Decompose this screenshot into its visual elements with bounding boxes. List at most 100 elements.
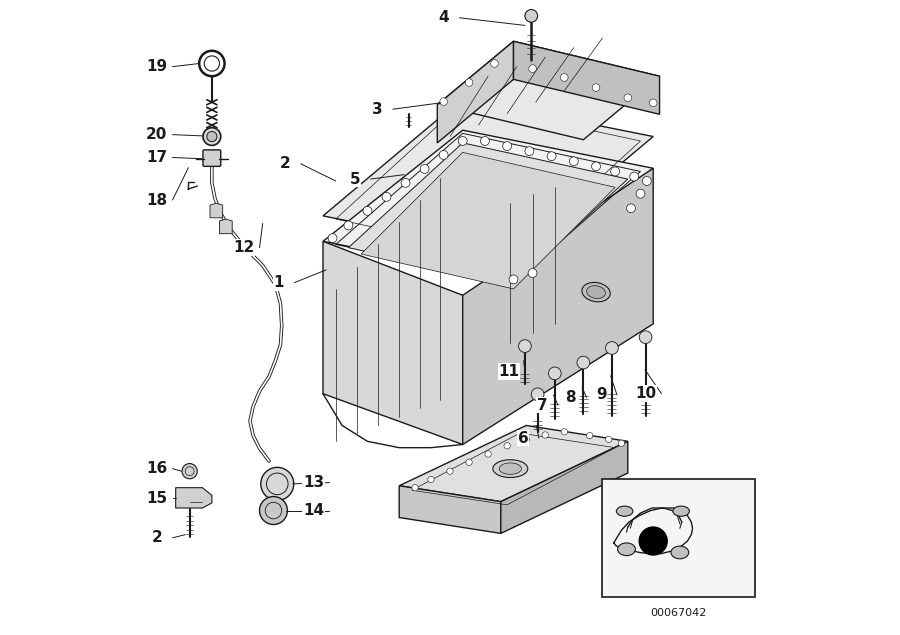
Circle shape (207, 131, 217, 142)
Polygon shape (437, 41, 660, 140)
Circle shape (643, 177, 652, 185)
Text: 7: 7 (536, 398, 547, 413)
Circle shape (547, 152, 556, 161)
Circle shape (531, 388, 544, 401)
Circle shape (528, 65, 536, 72)
Text: 6: 6 (518, 431, 528, 446)
Circle shape (570, 157, 579, 166)
Polygon shape (176, 488, 211, 508)
Ellipse shape (493, 460, 527, 478)
Polygon shape (463, 168, 653, 444)
Ellipse shape (671, 546, 688, 559)
Circle shape (592, 84, 600, 91)
Circle shape (363, 206, 372, 215)
Circle shape (591, 162, 600, 171)
Circle shape (618, 440, 625, 446)
Circle shape (525, 10, 537, 22)
Circle shape (503, 142, 511, 150)
Ellipse shape (587, 286, 606, 298)
Circle shape (509, 275, 518, 284)
Circle shape (561, 429, 568, 435)
Ellipse shape (582, 283, 610, 302)
Text: 17: 17 (146, 150, 167, 165)
Text: 10: 10 (635, 386, 656, 401)
Circle shape (259, 497, 287, 525)
Circle shape (528, 269, 537, 277)
Ellipse shape (617, 543, 635, 556)
Text: 9: 9 (596, 387, 607, 403)
Circle shape (182, 464, 197, 479)
Circle shape (587, 432, 593, 439)
Text: 2: 2 (280, 156, 291, 171)
Circle shape (446, 468, 454, 474)
Text: 16: 16 (146, 461, 167, 476)
Circle shape (382, 192, 391, 201)
Polygon shape (323, 98, 653, 254)
Circle shape (624, 94, 632, 102)
Polygon shape (348, 143, 628, 284)
Circle shape (542, 432, 548, 438)
Polygon shape (437, 41, 514, 143)
Ellipse shape (673, 506, 689, 516)
Circle shape (491, 60, 499, 67)
Circle shape (548, 367, 561, 380)
Text: 2: 2 (151, 530, 162, 545)
Circle shape (458, 137, 467, 145)
Circle shape (606, 342, 618, 354)
Circle shape (420, 164, 429, 173)
Text: 19: 19 (146, 59, 167, 74)
Bar (602, 479, 755, 597)
Text: 8: 8 (565, 390, 576, 405)
Circle shape (439, 150, 448, 159)
Circle shape (504, 443, 510, 449)
Circle shape (630, 172, 639, 181)
Text: 18: 18 (146, 192, 167, 208)
Text: 12: 12 (233, 240, 254, 255)
Circle shape (523, 436, 529, 443)
Polygon shape (210, 203, 222, 218)
Text: 5: 5 (349, 171, 360, 187)
Polygon shape (361, 152, 615, 289)
Circle shape (606, 436, 612, 443)
Circle shape (485, 451, 491, 457)
Circle shape (428, 476, 434, 483)
Polygon shape (323, 130, 653, 279)
Circle shape (440, 98, 447, 105)
Circle shape (481, 137, 490, 145)
Text: 14: 14 (303, 503, 324, 518)
Text: 1: 1 (274, 275, 284, 290)
FancyBboxPatch shape (203, 150, 220, 166)
Circle shape (525, 147, 534, 156)
Text: 4: 4 (438, 10, 449, 25)
Circle shape (261, 467, 293, 500)
Polygon shape (323, 241, 463, 444)
Polygon shape (514, 41, 660, 114)
Text: 15: 15 (146, 491, 167, 506)
Circle shape (466, 459, 472, 465)
Circle shape (203, 128, 220, 145)
Circle shape (636, 189, 645, 198)
Text: 11: 11 (499, 364, 519, 379)
Circle shape (639, 527, 667, 555)
Circle shape (611, 167, 619, 176)
Circle shape (328, 234, 337, 243)
Circle shape (650, 99, 657, 107)
Circle shape (401, 178, 410, 187)
Circle shape (561, 74, 568, 81)
Circle shape (465, 79, 472, 86)
Text: 20: 20 (146, 127, 167, 142)
Circle shape (577, 356, 590, 369)
Ellipse shape (616, 506, 633, 516)
Circle shape (518, 340, 531, 352)
Polygon shape (220, 219, 232, 234)
Circle shape (412, 485, 418, 491)
Text: 13: 13 (303, 475, 324, 490)
Text: 00067042: 00067042 (651, 608, 706, 618)
Circle shape (639, 331, 652, 344)
Text: 3: 3 (372, 102, 382, 117)
Circle shape (626, 204, 635, 213)
Polygon shape (500, 441, 628, 533)
Polygon shape (400, 425, 628, 502)
Polygon shape (400, 486, 500, 533)
Ellipse shape (500, 463, 521, 474)
